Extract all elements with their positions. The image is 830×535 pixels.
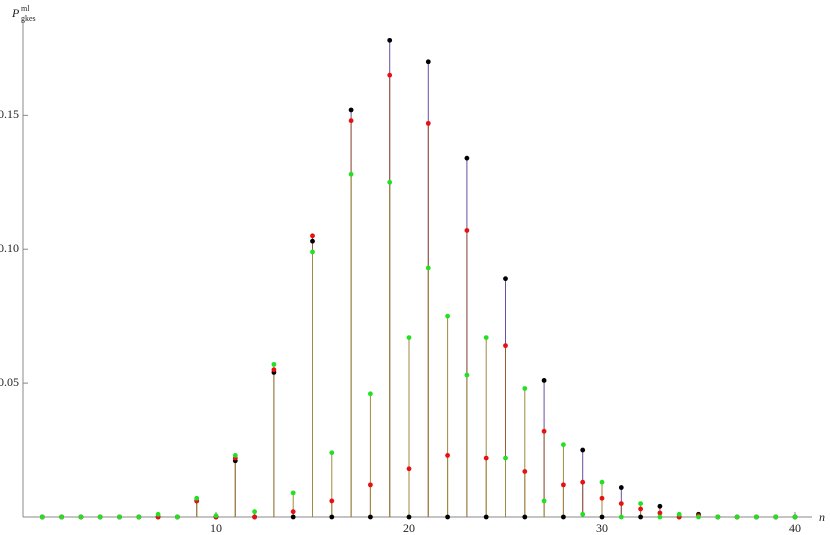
point (754, 514, 759, 520)
point (117, 514, 122, 520)
point (252, 514, 257, 520)
x-axis-label: n (819, 510, 825, 524)
point (290, 514, 296, 520)
point (425, 265, 431, 271)
point (541, 378, 547, 383)
point (213, 513, 219, 519)
point (580, 447, 586, 453)
y-axis-label-sub: gkes (21, 14, 36, 23)
point (561, 482, 566, 488)
point (657, 510, 663, 516)
point (445, 313, 450, 319)
x-tick-label: 40 (789, 521, 801, 535)
point (194, 495, 200, 501)
point (271, 361, 277, 367)
x-tick-label: 10 (210, 521, 222, 535)
point (464, 228, 470, 233)
point (561, 514, 566, 520)
y-axis-label-sup: ml (21, 4, 30, 13)
point (638, 501, 643, 507)
point (39, 514, 45, 520)
point (792, 514, 798, 520)
point (329, 514, 335, 520)
x-tick-label: 30 (596, 521, 608, 535)
point (252, 509, 257, 515)
point (773, 514, 779, 520)
point (368, 514, 373, 520)
point (638, 506, 643, 512)
point (136, 514, 142, 520)
point (638, 514, 643, 520)
point (599, 514, 605, 520)
point (464, 155, 470, 161)
point (734, 514, 740, 520)
point (599, 495, 605, 501)
point (503, 276, 508, 282)
point (310, 249, 315, 255)
point (522, 469, 528, 474)
point (290, 509, 296, 515)
point (483, 455, 489, 461)
point (175, 514, 180, 520)
point (580, 511, 586, 517)
point (232, 453, 238, 458)
point (155, 511, 161, 517)
point (522, 386, 528, 391)
point (618, 501, 624, 507)
point (271, 367, 277, 373)
point (541, 498, 547, 504)
point (368, 391, 373, 397)
point (541, 428, 547, 434)
point (676, 511, 682, 517)
point (387, 37, 393, 43)
point (425, 59, 431, 65)
point (406, 466, 412, 472)
y-tick-label: 0.10 (0, 241, 19, 255)
x-tick-label: 20 (403, 521, 415, 535)
point (406, 335, 412, 340)
point (329, 450, 335, 456)
point (310, 238, 315, 244)
point (387, 179, 393, 185)
point (618, 514, 624, 520)
point (387, 72, 393, 78)
point (348, 171, 354, 177)
point (715, 514, 721, 520)
point (657, 503, 663, 509)
y-axis-label: P (11, 6, 20, 20)
point (580, 479, 586, 485)
point (561, 442, 566, 448)
point (599, 479, 605, 485)
point (522, 514, 528, 520)
point (59, 514, 64, 520)
point (445, 514, 450, 520)
point (290, 490, 296, 496)
point (503, 455, 508, 461)
point (464, 372, 470, 378)
point (348, 118, 354, 124)
point (406, 514, 412, 520)
point (329, 498, 335, 504)
point (618, 485, 624, 490)
point (425, 120, 431, 126)
point (657, 514, 663, 520)
point (445, 453, 450, 458)
point (348, 107, 354, 113)
point (310, 233, 315, 239)
y-tick-label: 0.05 (0, 375, 19, 389)
point (483, 335, 489, 340)
point (97, 514, 103, 520)
y-tick-label: 0.15 (0, 107, 19, 121)
point (696, 514, 701, 520)
point (483, 514, 489, 520)
point (78, 514, 84, 520)
point (368, 482, 373, 488)
point (503, 343, 508, 349)
